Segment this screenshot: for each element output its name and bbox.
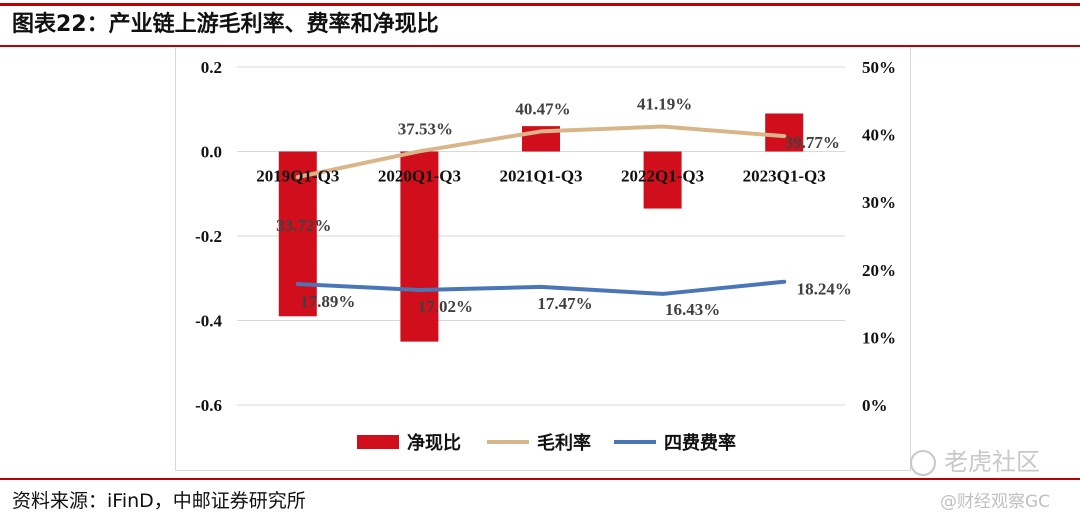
top-rule bbox=[0, 3, 1080, 6]
legend-swatch bbox=[357, 435, 399, 449]
legend-label: 四费费率 bbox=[664, 432, 736, 454]
series-lines bbox=[295, 124, 787, 296]
figure-title: 图表22：产业链上游毛利率、费率和净现比 bbox=[12, 12, 439, 37]
title-rule bbox=[0, 45, 1080, 47]
series-line bbox=[295, 124, 787, 180]
watermark-brand-text: 老虎社区 bbox=[944, 448, 1040, 476]
axis-labels: 0.2 0.0 -0.2 -0.4 -0.6 50% 40% 30% 20% 10% 0% 2019Q… bbox=[195, 58, 896, 415]
watermark-brand: 老虎社区 bbox=[910, 444, 1040, 480]
legend: 净现比 毛利率 四费费率 bbox=[357, 432, 736, 454]
left-tick-label: -0.4 bbox=[195, 312, 222, 331]
data-label: 37.53% bbox=[398, 119, 453, 138]
right-tick-label: 20% bbox=[862, 261, 896, 280]
category-label: 2020Q1-Q3 bbox=[378, 167, 461, 186]
watermark-handle: @财经观察GC bbox=[940, 492, 1051, 512]
data-label: 17.02% bbox=[418, 297, 473, 316]
left-tick-label: 0.2 bbox=[201, 58, 222, 77]
category-label: 2023Q1-Q3 bbox=[743, 167, 826, 186]
category-label: 2019Q1-Q3 bbox=[256, 167, 339, 186]
bars-net-cash-ratio bbox=[278, 113, 804, 342]
bar bbox=[400, 151, 439, 342]
right-tick-label: 40% bbox=[862, 126, 896, 145]
data-label: 39.77% bbox=[785, 133, 840, 152]
legend-label: 净现比 bbox=[407, 432, 461, 454]
data-label: 17.89% bbox=[300, 292, 355, 311]
bar bbox=[765, 113, 804, 152]
data-label: 33.72% bbox=[276, 216, 331, 235]
data-label: 18.24% bbox=[797, 280, 852, 299]
right-tick-label: 0% bbox=[862, 396, 888, 415]
legend-label: 毛利率 bbox=[537, 432, 591, 454]
data-labels: 33.72% 37.53% 40.47% 41.19% 39.77% 17.89% 17.0… bbox=[276, 95, 852, 319]
series-line bbox=[295, 279, 787, 296]
category-label: 2022Q1-Q3 bbox=[621, 167, 704, 186]
left-tick-label: -0.2 bbox=[195, 227, 222, 246]
data-label: 16.43% bbox=[665, 300, 720, 319]
brand-logo-icon bbox=[910, 450, 936, 476]
right-tick-label: 50% bbox=[862, 58, 896, 77]
right-tick-label: 30% bbox=[862, 193, 896, 212]
data-label: 41.19% bbox=[637, 95, 692, 114]
right-tick-label: 10% bbox=[862, 328, 896, 347]
left-tick-label: 0.0 bbox=[201, 143, 222, 162]
data-label: 17.47% bbox=[537, 294, 592, 313]
source-note: 资料来源：iFinD，中邮证券研究所 bbox=[12, 490, 306, 512]
bottom-rule bbox=[0, 478, 1080, 480]
category-label: 2021Q1-Q3 bbox=[499, 167, 582, 186]
left-tick-label: -0.6 bbox=[195, 396, 222, 415]
bar bbox=[643, 151, 682, 209]
chart-frame bbox=[175, 47, 911, 471]
data-label: 40.47% bbox=[515, 99, 570, 118]
